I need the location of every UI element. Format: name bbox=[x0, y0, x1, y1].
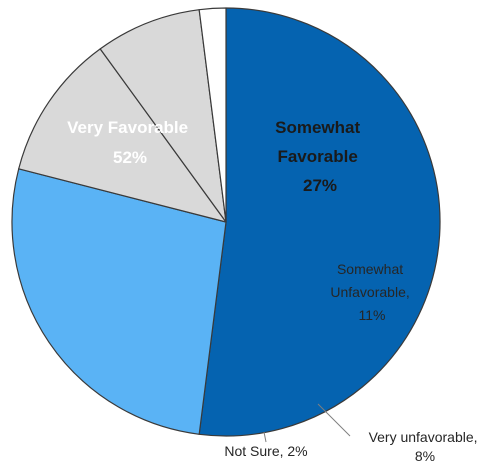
label-very-unfavorable: Very unfavorable, 8% bbox=[369, 429, 482, 464]
pie-slices bbox=[11, 7, 441, 437]
leader-line-not-sure bbox=[263, 431, 267, 443]
pie-slice-somewhat-favorable bbox=[11, 168, 227, 435]
leader-line-very-unfavorable bbox=[317, 403, 351, 437]
label-somewhat-favorable: Somewhat Favorable 27% bbox=[275, 118, 365, 195]
label-somewhat-unfavorable: Somewhat Unfavorable, 11% bbox=[330, 261, 413, 323]
label-not-sure: Not Sure, 2% bbox=[224, 443, 307, 459]
pie-slice-somewhat-unfavorable bbox=[18, 48, 227, 223]
label-very-favorable: Very Favorable 52% bbox=[67, 118, 193, 167]
pie-slice-not-sure bbox=[198, 7, 227, 223]
pie-slice-very-favorable bbox=[198, 7, 441, 437]
pie-slice-very-unfavorable bbox=[99, 9, 227, 223]
